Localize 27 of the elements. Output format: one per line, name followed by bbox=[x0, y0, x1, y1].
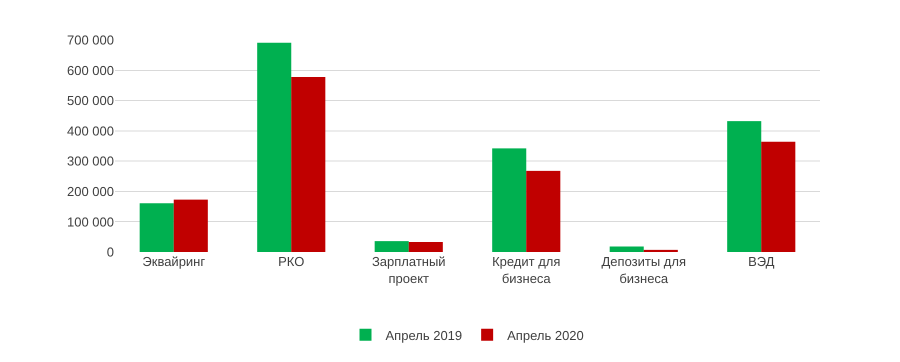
x-tick-label: Эквайринг bbox=[142, 254, 206, 269]
bar bbox=[374, 241, 409, 252]
y-tick-label: 200 000 bbox=[67, 184, 114, 199]
y-tick-label: 0 bbox=[106, 244, 114, 260]
x-tick-label: Зарплатный проект bbox=[372, 254, 446, 286]
x-tick-label: РКО bbox=[278, 254, 304, 269]
y-tick-label: 300 000 bbox=[67, 154, 114, 169]
bar bbox=[727, 121, 762, 252]
y-tick-label: 500 000 bbox=[67, 93, 114, 108]
y-tick-label: 700 000 bbox=[67, 32, 114, 48]
bar bbox=[492, 148, 526, 252]
legend-label: Апрель 2019 bbox=[386, 328, 462, 343]
x-tick-label: ВЭД bbox=[748, 254, 775, 269]
bar bbox=[291, 76, 326, 252]
bar bbox=[526, 170, 560, 252]
y-tick-label: 100 000 bbox=[67, 214, 114, 230]
bar bbox=[610, 246, 644, 252]
bar bbox=[257, 42, 292, 252]
bar bbox=[761, 142, 796, 252]
legend-label: Апрель 2020 bbox=[507, 328, 584, 343]
x-tick-label: Кредит для бизнеса bbox=[492, 254, 560, 286]
x-tick-label: Депозиты для бизнеса bbox=[602, 254, 686, 286]
y-tick-label: 400 000 bbox=[67, 123, 114, 138]
y-tick-label: 600 000 bbox=[67, 62, 114, 78]
bar bbox=[408, 242, 443, 252]
bar bbox=[174, 200, 208, 252]
bar bbox=[140, 203, 174, 252]
